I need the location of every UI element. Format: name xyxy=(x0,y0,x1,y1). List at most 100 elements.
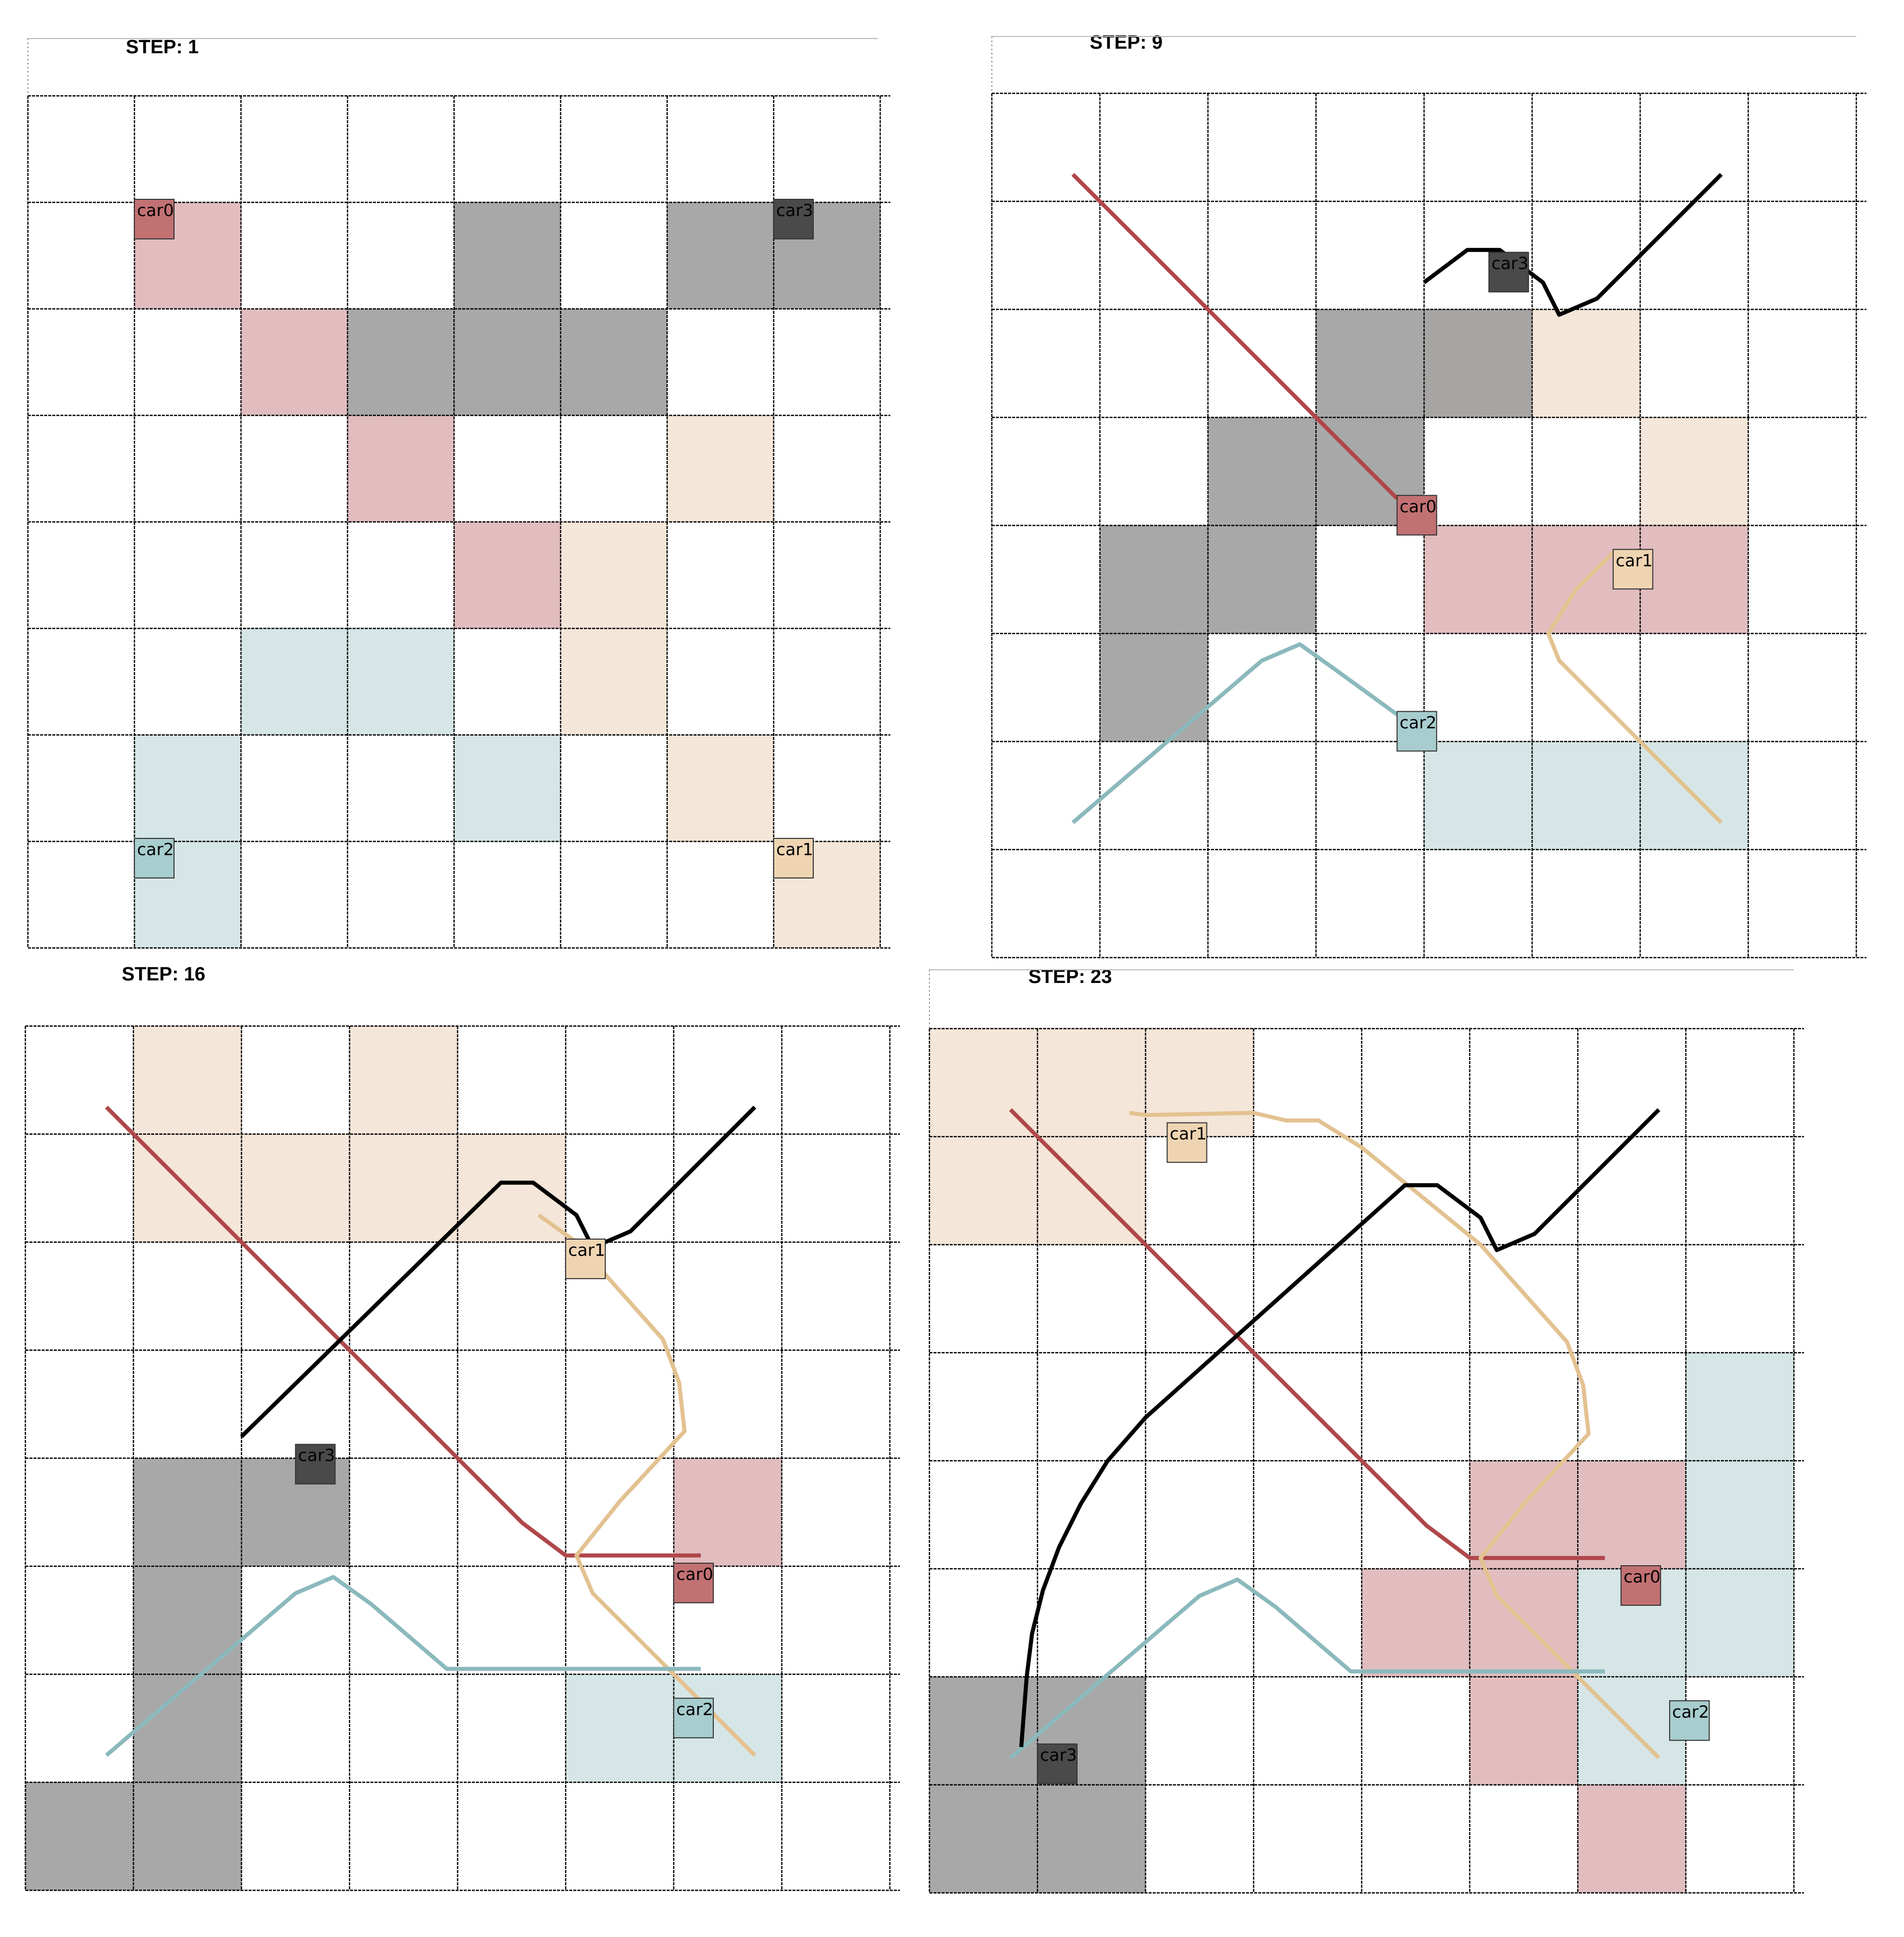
car2-label: car2 xyxy=(1672,1702,1709,1721)
car3-cell xyxy=(929,1785,1037,1893)
car1-marker: car1 xyxy=(773,838,814,878)
car1-label: car1 xyxy=(776,839,813,859)
car1-label: car1 xyxy=(568,1240,605,1260)
car3-cell xyxy=(454,202,561,309)
car2-cell xyxy=(454,735,561,841)
car3-cell xyxy=(1100,633,1208,742)
car0-cell xyxy=(348,415,454,522)
car1-cell xyxy=(1640,417,1748,525)
car2-cell xyxy=(1532,742,1640,850)
car2-cell xyxy=(1686,1353,1794,1461)
step-panel: STEP: 16 car1 car3 car0 car2 xyxy=(24,964,900,1891)
car0-label: car0 xyxy=(1400,497,1437,516)
car2-marker: car2 xyxy=(1669,1700,1710,1741)
step-title: STEP: 9 xyxy=(1090,32,1163,53)
step-panel: STEP: 1 car0 car3 car2 car1 xyxy=(27,37,890,949)
car1-cell xyxy=(667,735,774,841)
car1-marker: car1 xyxy=(1612,549,1653,590)
car3-cell xyxy=(1424,309,1532,417)
car1-cell xyxy=(1037,1029,1146,1137)
car1-marker-box xyxy=(565,1239,606,1279)
car3-marker: car3 xyxy=(1488,252,1529,293)
car0-cell xyxy=(1578,1461,1686,1569)
car0-marker: car0 xyxy=(1620,1565,1661,1606)
step-title: STEP: 16 xyxy=(122,964,205,985)
car1-trajectory xyxy=(1129,1111,1660,1759)
car3-cell xyxy=(348,309,454,415)
car3-cell xyxy=(1316,309,1424,417)
car3-cell xyxy=(133,1782,241,1890)
step-title: STEP: 1 xyxy=(126,37,199,58)
car0-cell xyxy=(1640,525,1748,633)
car2-marker: car2 xyxy=(134,838,175,878)
car1-label: car1 xyxy=(1170,1124,1207,1144)
car3-label: car3 xyxy=(1492,254,1529,273)
car2-cell xyxy=(348,628,454,735)
car1-cell xyxy=(133,1026,241,1134)
car1-marker-box xyxy=(1166,1122,1207,1163)
car3-marker: car3 xyxy=(295,1443,336,1485)
car3-cell xyxy=(25,1782,133,1890)
car0-cell xyxy=(1424,525,1532,633)
car2-cell xyxy=(1424,742,1532,850)
car2-trajectory xyxy=(105,1575,701,1757)
car3-label: car3 xyxy=(298,1446,335,1465)
car0-marker-box xyxy=(134,199,175,239)
car3-trajectory xyxy=(1423,172,1723,317)
car1-trajectory xyxy=(1546,551,1723,824)
car0-cell xyxy=(1470,1677,1578,1785)
car3-marker-box xyxy=(1488,252,1529,293)
car1-cell xyxy=(1532,309,1640,417)
car0-marker-box xyxy=(1396,495,1437,536)
car1-cell xyxy=(350,1026,458,1134)
car3-cell xyxy=(667,202,774,309)
car1-cell xyxy=(350,1134,458,1242)
car3-marker: car3 xyxy=(1037,1743,1078,1784)
car2-label: car2 xyxy=(1400,713,1437,732)
car1-cell xyxy=(458,1134,566,1242)
car0-cell xyxy=(1362,1569,1470,1677)
car1-marker: car1 xyxy=(565,1239,606,1279)
car0-trajectory xyxy=(1071,172,1399,500)
car3-trajectory xyxy=(1019,1108,1660,1747)
car2-marker-box xyxy=(134,838,175,878)
car2-cell xyxy=(134,735,241,841)
car3-cell xyxy=(1208,525,1316,633)
car0-marker: car0 xyxy=(1396,495,1437,536)
car3-label: car3 xyxy=(776,200,813,220)
car0-marker: car0 xyxy=(673,1563,714,1603)
car0-label: car0 xyxy=(137,200,174,220)
car2-cell xyxy=(241,628,348,735)
car0-cell xyxy=(241,309,348,415)
car0-marker-box xyxy=(1620,1565,1661,1606)
car1-cell xyxy=(1146,1029,1254,1137)
car3-label: car3 xyxy=(1040,1745,1077,1765)
car3-cell xyxy=(133,1458,241,1566)
car1-marker-box xyxy=(1612,549,1653,590)
car0-cell xyxy=(454,522,561,628)
car2-trajectory xyxy=(1009,1577,1605,1759)
car2-marker-box xyxy=(1396,711,1437,752)
car3-cell xyxy=(1208,417,1316,525)
car1-cell xyxy=(241,1134,350,1242)
car0-cell xyxy=(674,1458,782,1566)
car1-cell xyxy=(561,628,667,735)
car2-label: car2 xyxy=(676,1699,713,1719)
car0-trajectory xyxy=(1009,1108,1605,1560)
car1-cell xyxy=(561,522,667,628)
step-panel: STEP: 9 car3 car0 car1 car2 xyxy=(991,32,1866,959)
car2-marker: car2 xyxy=(673,1698,714,1739)
car3-cell xyxy=(454,309,561,415)
car3-marker: car3 xyxy=(773,199,814,239)
car3-cell xyxy=(133,1674,241,1782)
car0-trajectory xyxy=(105,1105,701,1558)
car2-cell xyxy=(1686,1461,1794,1569)
car3-cell xyxy=(561,309,667,415)
car3-trajectory xyxy=(240,1105,756,1438)
car1-marker: car1 xyxy=(1166,1122,1207,1163)
car2-cell xyxy=(566,1674,674,1782)
car3-cell xyxy=(133,1566,241,1674)
car0-label: car0 xyxy=(1623,1567,1660,1587)
